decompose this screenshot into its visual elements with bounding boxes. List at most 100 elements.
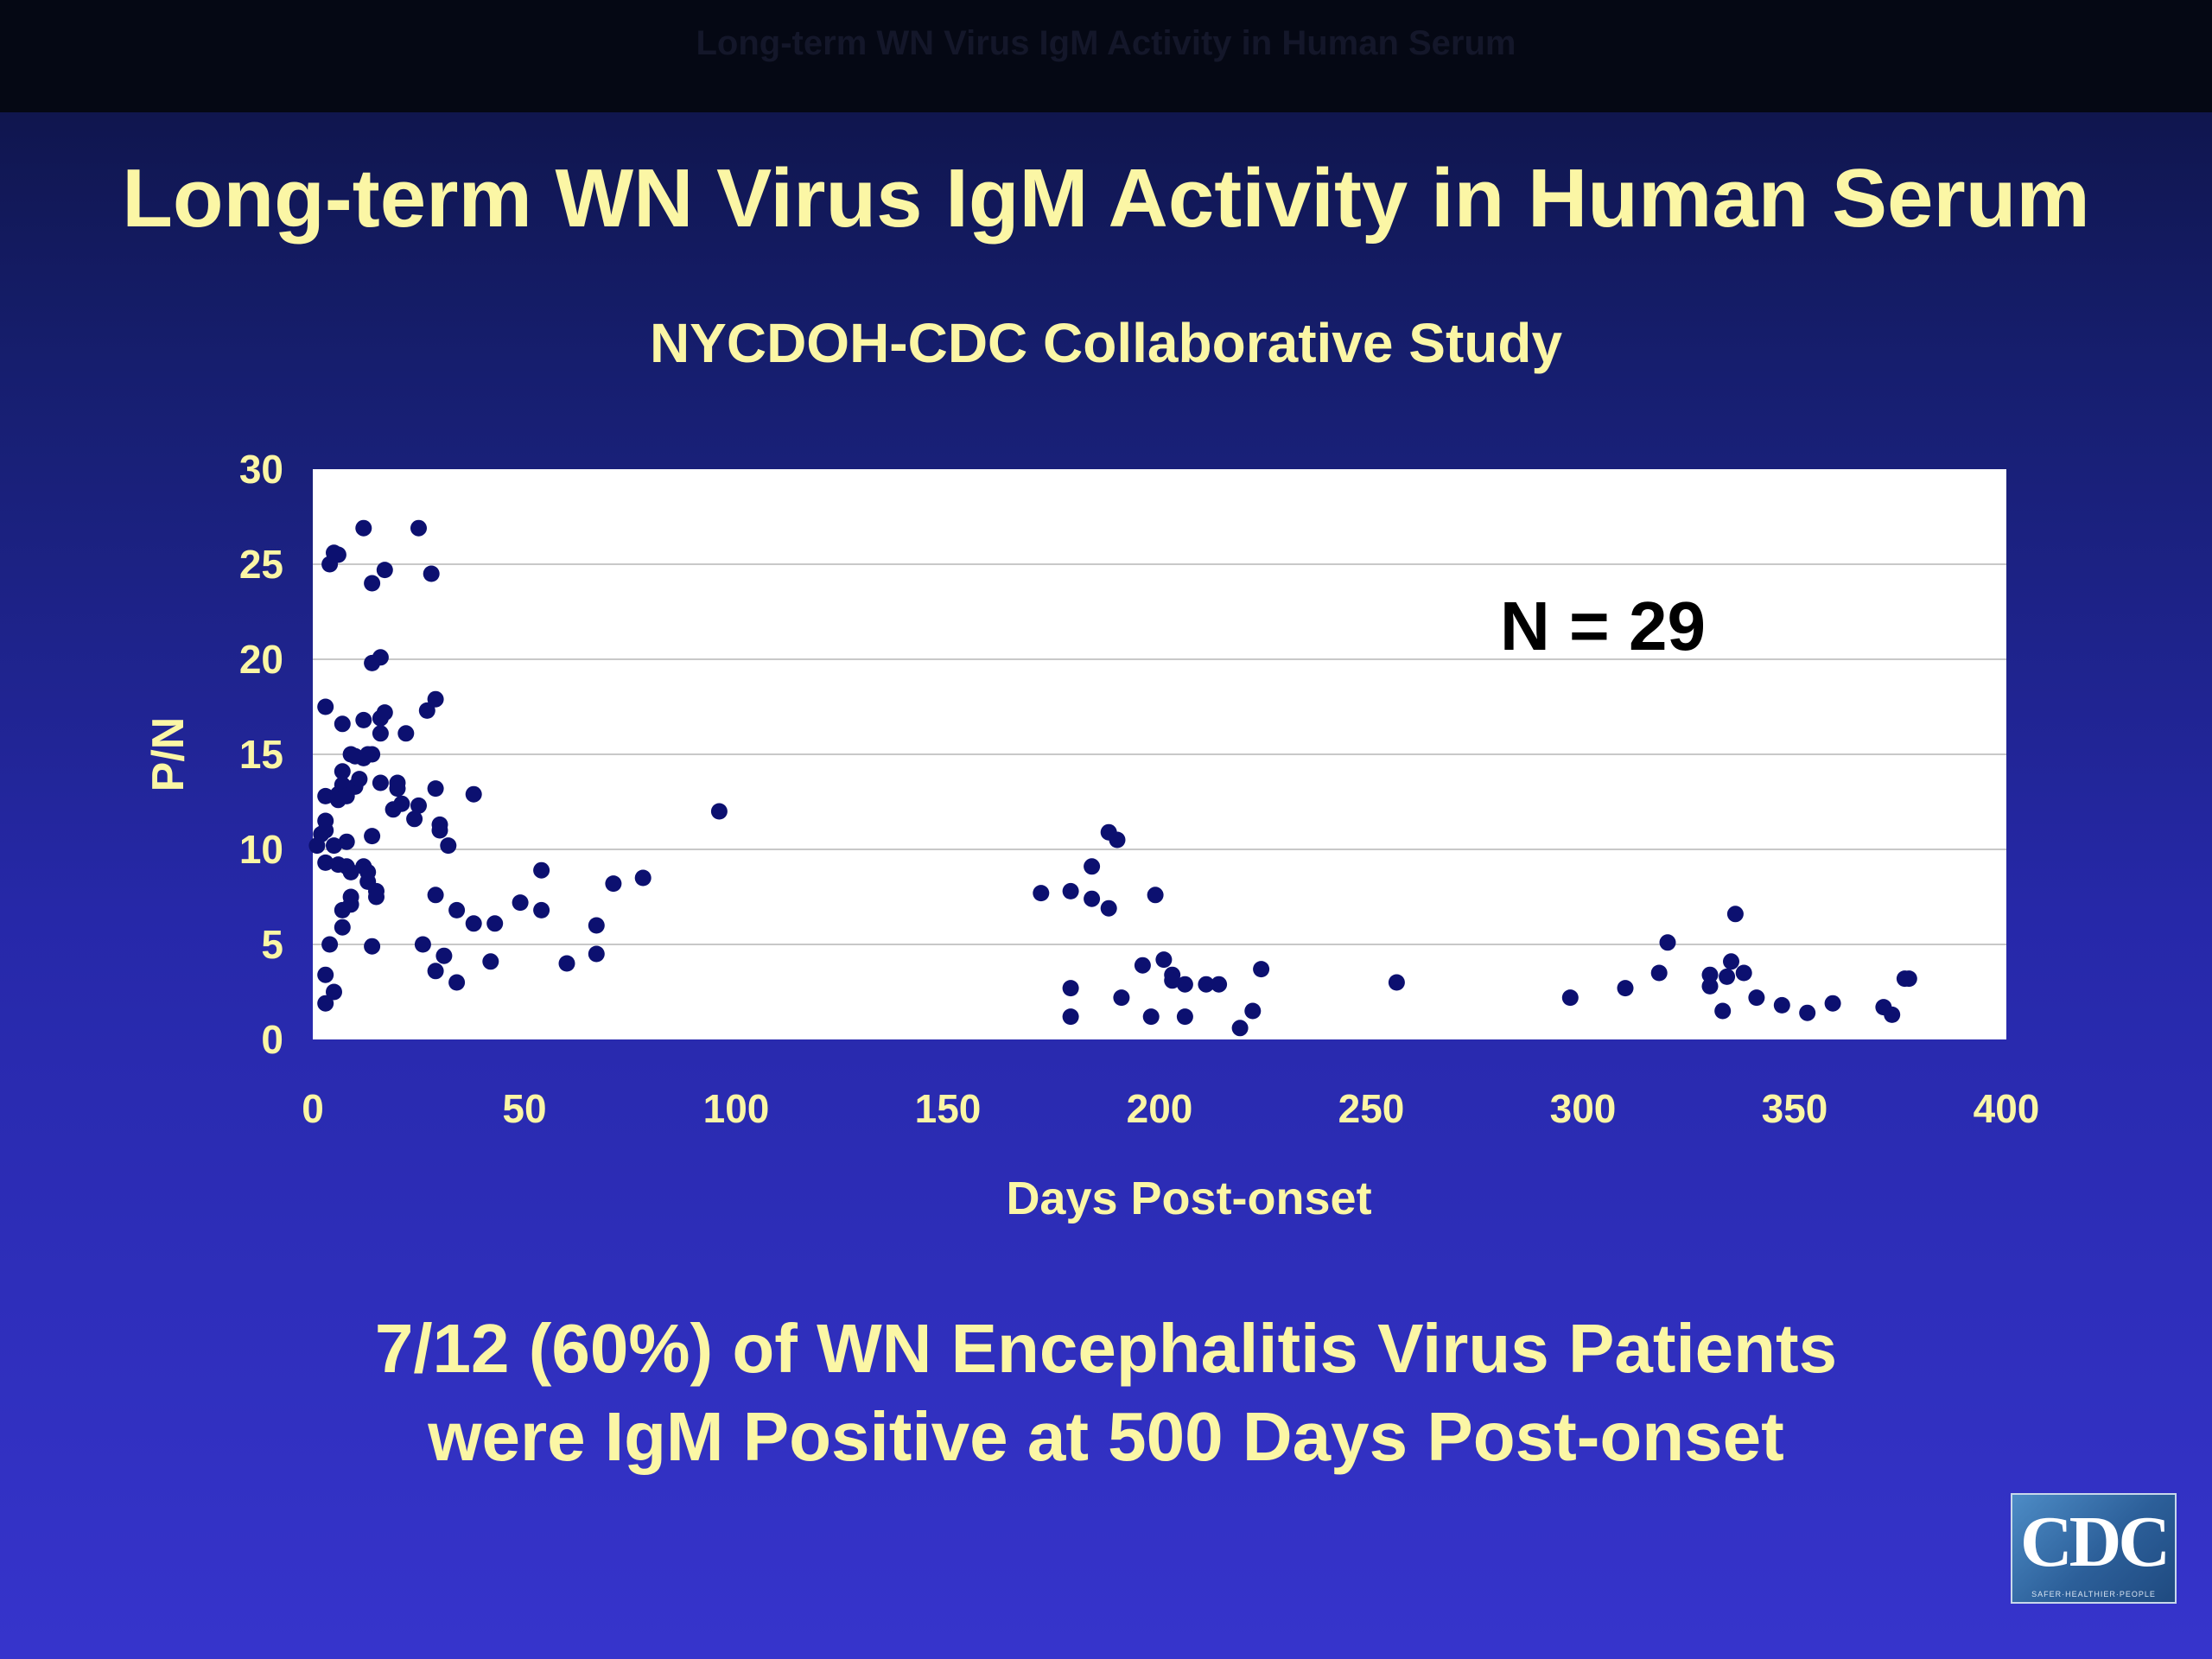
data-point <box>317 854 334 871</box>
data-point <box>1388 974 1405 991</box>
data-point <box>1084 858 1101 875</box>
x-tick-label: 50 <box>502 1086 546 1131</box>
data-point <box>364 828 381 845</box>
data-point <box>1659 934 1676 951</box>
data-point <box>1062 1008 1079 1026</box>
data-point <box>372 649 389 666</box>
data-point <box>393 795 410 812</box>
data-point <box>329 546 346 563</box>
data-point <box>482 953 499 970</box>
header-bar: Long-term WN Virus IgM Activity in Human… <box>0 0 2212 112</box>
data-point <box>317 698 334 715</box>
data-point <box>338 833 355 850</box>
data-point <box>1198 976 1215 993</box>
data-point <box>1253 961 1270 978</box>
data-point <box>355 519 372 537</box>
data-point <box>448 901 466 918</box>
data-point <box>1701 966 1719 983</box>
x-tick-label: 150 <box>915 1086 982 1131</box>
cdc-logo: CDC SAFER·HEALTHIER·PEOPLE <box>2011 1493 2177 1604</box>
scatter-chart: 0 5 10 15 20 25 30 0 50 100 150 200 250 300 350 400 P/… <box>143 447 2039 1224</box>
data-point <box>389 780 406 798</box>
data-point <box>588 917 605 934</box>
data-point <box>465 785 482 803</box>
data-point <box>364 746 381 763</box>
y-tick-label: 5 <box>261 922 283 967</box>
data-point <box>1244 1002 1262 1020</box>
slide-title: Long-term WN Virus IgM Activity in Human… <box>122 152 2090 245</box>
data-point <box>342 888 359 906</box>
y-tick-label: 30 <box>239 447 283 492</box>
footer-line-2: were IgM Positive at 500 Days Post-onset <box>428 1398 1784 1475</box>
data-point <box>334 763 351 780</box>
data-point <box>1109 831 1126 849</box>
data-point <box>326 837 342 855</box>
data-point <box>355 711 372 728</box>
data-point <box>1726 906 1744 923</box>
data-point <box>1134 957 1151 974</box>
data-point <box>423 565 440 582</box>
data-point <box>317 966 334 983</box>
data-point <box>418 702 435 719</box>
x-axis-label: Days Post-onset <box>1006 1173 1371 1224</box>
data-point <box>588 945 605 963</box>
data-point <box>1701 977 1719 995</box>
x-tick-label: 350 <box>1762 1086 1828 1131</box>
x-tick-label: 300 <box>1550 1086 1617 1131</box>
data-point <box>1062 980 1079 997</box>
data-point <box>533 861 550 879</box>
data-point <box>512 894 529 912</box>
data-point <box>368 882 385 899</box>
data-point <box>321 936 339 953</box>
data-point <box>533 901 550 918</box>
footer-line-1: 7/12 (60%) of WN Encephalitis Virus Pati… <box>374 1310 1838 1387</box>
y-tick-label: 25 <box>239 542 283 587</box>
data-point <box>406 810 423 828</box>
data-point <box>1176 1008 1193 1026</box>
data-point <box>1714 1002 1732 1020</box>
data-point <box>465 915 482 932</box>
data-point <box>486 915 504 932</box>
x-tick-label: 250 <box>1338 1086 1405 1131</box>
data-point <box>1561 989 1579 1007</box>
data-point <box>1824 995 1841 1012</box>
data-point <box>1650 964 1668 982</box>
data-point <box>334 918 351 936</box>
data-point <box>1884 1006 1901 1023</box>
data-point <box>1748 989 1765 1007</box>
x-tick-label: 200 <box>1127 1086 1193 1131</box>
header-bar-text: Long-term WN Virus IgM Activity in Human… <box>696 24 1516 62</box>
footer-text: 7/12 (60%) of WN Encephalitis Virus Pati… <box>0 1305 2212 1481</box>
data-point <box>372 725 389 742</box>
x-tick-label: 100 <box>703 1086 770 1131</box>
data-point <box>1062 882 1079 899</box>
data-point <box>1617 980 1634 997</box>
data-point <box>1164 972 1181 989</box>
cdc-logo-text: CDC <box>2020 1502 2171 1582</box>
data-point <box>427 780 444 798</box>
x-axis-ticks: 0 50 100 150 200 250 300 350 400 <box>302 1086 2039 1131</box>
y-tick-label: 20 <box>239 637 283 682</box>
data-point <box>1773 996 1790 1014</box>
gridlines <box>313 563 2006 945</box>
data-point <box>364 938 381 955</box>
data-point <box>410 797 427 814</box>
data-point <box>1735 964 1752 982</box>
data-point <box>427 690 444 708</box>
data-point <box>372 774 389 791</box>
data-point <box>1147 887 1164 904</box>
data-point <box>1176 976 1193 993</box>
data-point <box>397 725 415 742</box>
y-tick-label: 15 <box>239 732 283 777</box>
data-point <box>1142 1008 1160 1026</box>
data-point <box>359 863 377 880</box>
data-point <box>427 963 444 980</box>
data-point <box>431 822 448 839</box>
data-point <box>558 955 575 972</box>
data-point <box>364 575 381 592</box>
data-point <box>376 562 393 579</box>
x-tick-label: 0 <box>302 1086 324 1131</box>
data-points <box>308 519 1917 1037</box>
y-axis-label: P/N <box>143 717 194 792</box>
data-point <box>317 995 334 1012</box>
